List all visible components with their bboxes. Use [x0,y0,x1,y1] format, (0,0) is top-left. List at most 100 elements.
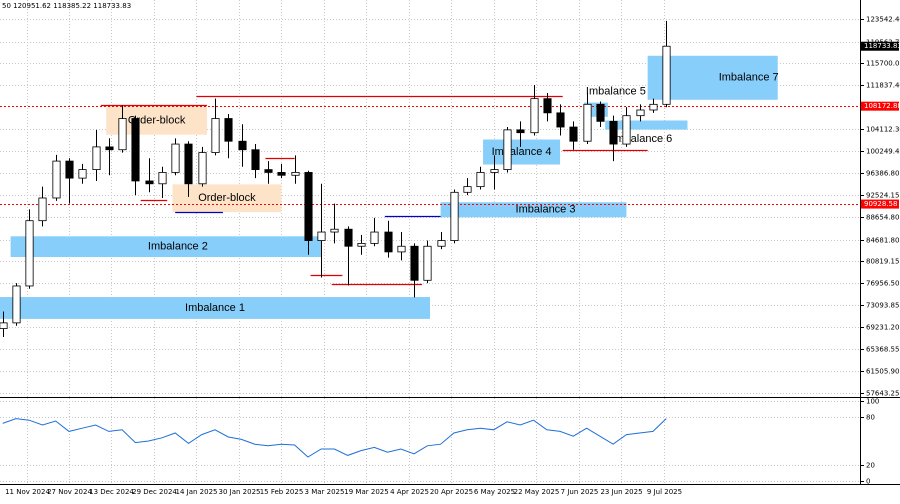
grid [0,0,860,484]
x-tick-label: 11 Nov 2024 [5,488,50,496]
candle-body [145,180,154,185]
candle-body [397,245,406,253]
zone [483,139,561,165]
candle-body [317,231,326,241]
y-tick-label: 57643.25 [866,390,899,398]
last-price-label: 118733.83 [864,42,900,50]
x-tick-label: 15 Feb 2025 [260,488,304,496]
candle-body [437,240,446,247]
zone-label: Imbalance 6 [612,133,672,145]
y-tick-label: 65368.55 [866,346,899,354]
y-tick-label: 92524.15 [866,192,899,200]
y-tick-label: 69231.20 [866,324,899,332]
candle-body [622,115,631,145]
candle-body [118,118,127,151]
candle-body [662,45,671,105]
y-tick-label: 73093.85 [866,302,899,310]
price-label-box [861,199,899,209]
zone-label: Imbalance 7 [719,72,779,84]
candle-body [105,146,114,151]
candle-body [569,126,578,142]
x-tick-label: 30 Jan 2025 [219,488,261,496]
x-tick-label: 6 May 2025 [474,488,515,496]
x-tick-label: 14 Jan 2025 [176,488,218,496]
price-label-box [861,101,899,111]
axes [0,0,900,485]
candle-body [636,109,645,117]
candle-body [264,169,273,173]
zone [0,297,430,319]
candle-body [583,103,592,142]
y-tick-label: 80819.15 [866,258,899,266]
candle-body [609,120,618,145]
y-tick-label: 123542.40 [866,16,900,24]
last-price-box [861,41,899,51]
y-tick-label: 111837.40 [866,82,900,90]
x-tick-label: 23 Jun 2025 [600,488,642,496]
candle-body [12,285,21,324]
candle-body [596,103,605,122]
candle-body [543,98,552,114]
candle-body [211,118,220,153]
candle-body [516,129,525,134]
candle-body [171,143,180,173]
x-tick-label: 7 Jun 2025 [561,488,599,496]
candle-body [344,228,353,247]
candle-body [370,231,379,244]
x-tick-label: 29 Dec 2024 [132,488,177,496]
candle-body [198,152,207,185]
candle-body [158,172,167,185]
y-tick-label: 0 [866,478,870,486]
candle-body [78,169,87,179]
candle-body [423,245,432,281]
x-tick-label: 22 May 2025 [514,488,560,496]
x-tick-label: 20 Apr 2025 [430,488,473,496]
zone-label: Imbalance 1 [185,302,245,314]
x-tick-label: 3 Mar 2025 [305,488,345,496]
zone-label: Imbalance 5 [586,86,646,98]
y-tick-label: 61505.90 [866,368,899,376]
candle-body [476,172,485,188]
candle-body [0,322,8,329]
x-tick-label: 4 Apr 2025 [390,488,429,496]
y-tick-label: 115700.05 [866,60,900,68]
zone-label: Imbalance 2 [148,241,208,253]
candle-body [649,103,658,111]
zone [10,236,322,258]
candle-body [450,191,459,241]
y-tick-label: 88654.80 [866,214,899,222]
candle-body [490,169,499,173]
candle-body [357,242,366,247]
candle-body [65,160,74,179]
y-tick-label: 96386.80 [866,170,899,178]
candle-body [92,146,101,171]
zone [172,184,282,213]
candle-body [530,98,539,134]
y-tick-label: 104112.30 [866,126,900,134]
candle-body [277,172,286,176]
candle-body [131,118,140,182]
x-tick-label: 13 Dec 2024 [89,488,134,496]
y-tick-label: 20 [866,462,875,470]
candle-body [410,245,419,281]
candle-body [556,112,565,128]
candle-body [184,143,193,185]
candle-body [463,186,472,193]
candle-body [52,160,61,199]
y-tick-label: 80 [866,414,875,422]
candle-body [238,140,247,151]
indicator-panel [2,418,667,458]
candle-body [224,118,233,142]
price-label: 108172.88 [864,102,900,110]
indicator-line [2,418,667,458]
price-label: 90928.58 [864,200,897,208]
price-panel: Imbalance 1 Imbalance 2 Imbalance 3 Imbalan… [0,20,860,338]
y-tick-label: 100249.45 [866,148,900,156]
zone [605,120,688,130]
y-tick-label: 100 [866,398,879,406]
candle-body [38,197,47,222]
zone [440,202,627,218]
candle-body [304,172,313,241]
